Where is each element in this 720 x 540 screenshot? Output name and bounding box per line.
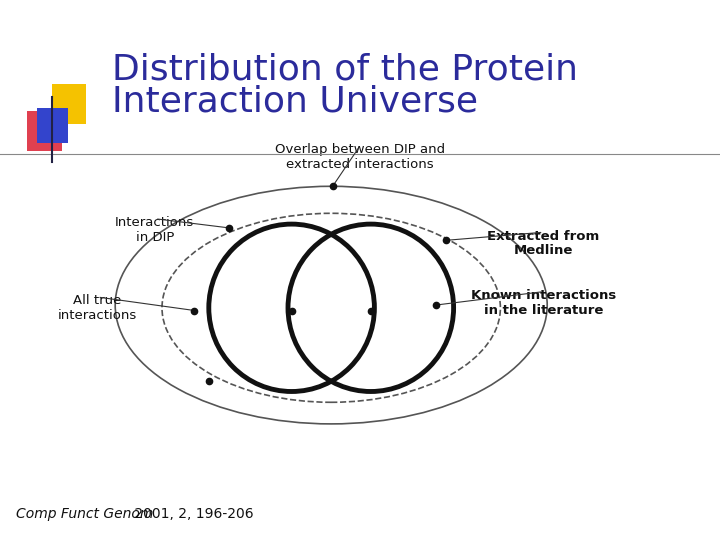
Text: Comp Funct Genom: Comp Funct Genom	[16, 507, 153, 521]
Text: Distribution of the Protein: Distribution of the Protein	[112, 52, 577, 86]
Bar	[27, 111, 62, 151]
Text: Known interactions
in the literature: Known interactions in the literature	[471, 289, 616, 317]
Text: All true
interactions: All true interactions	[58, 294, 137, 322]
Text: Overlap between DIP and
extracted interactions: Overlap between DIP and extracted intera…	[275, 143, 445, 171]
Bar	[52, 84, 86, 124]
Text: Interactions
in DIP: Interactions in DIP	[115, 216, 194, 244]
Bar	[37, 108, 68, 143]
Text: 2001, 2, 196-206: 2001, 2, 196-206	[130, 507, 253, 521]
Text: Interaction Universe: Interaction Universe	[112, 85, 477, 119]
Text: Extracted from
Medline: Extracted from Medline	[487, 230, 600, 258]
